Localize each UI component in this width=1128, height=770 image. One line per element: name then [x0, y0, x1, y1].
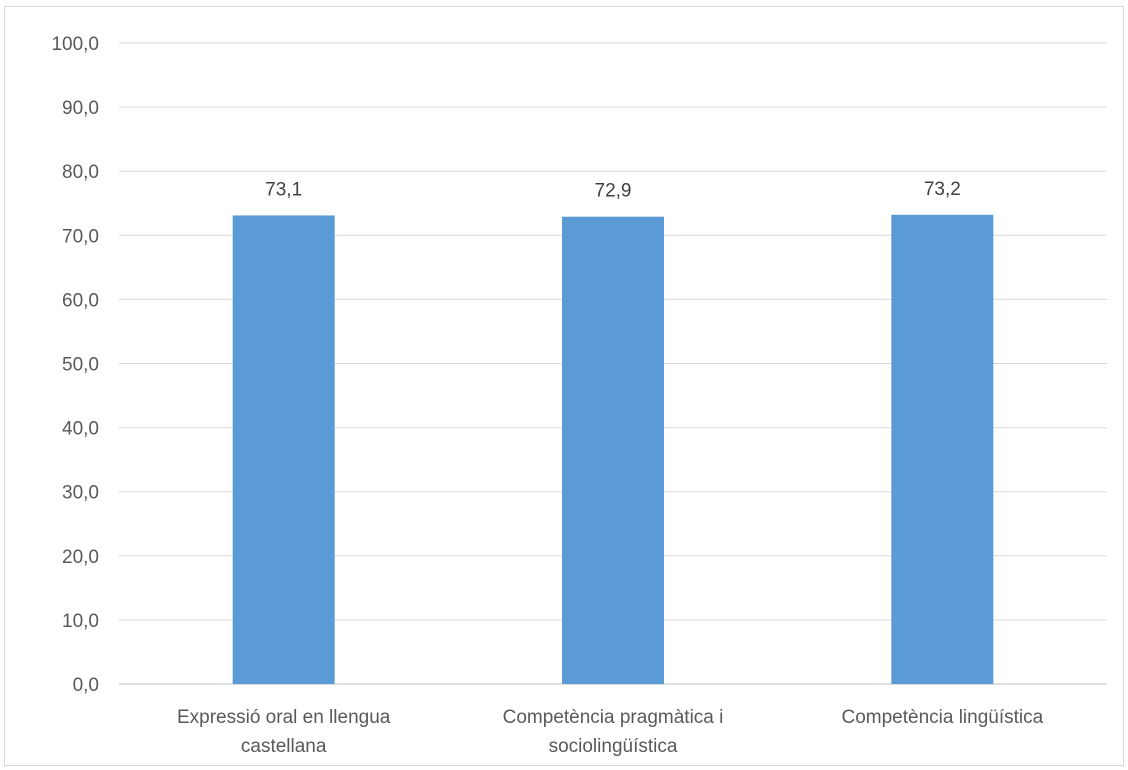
bar-chart: 0,0 10,0 20,0 30,0 40,0 50,0 60,0 70,0 80,0 90,0 1… [51, 34, 1107, 757]
y-tick-label: 70,0 [62, 226, 99, 247]
x-category-label: Competència lingüística [841, 707, 1043, 728]
y-tick-label: 50,0 [62, 355, 99, 376]
y-tick-label: 20,0 [62, 547, 99, 568]
y-tick-label: 80,0 [62, 162, 99, 183]
data-label: 73,2 [924, 179, 961, 200]
chart-frame: 0,0 10,0 20,0 30,0 40,0 50,0 60,0 70,0 80,0 90,0 1… [4, 6, 1124, 766]
y-tick-label: 0,0 [73, 675, 99, 696]
x-category-label: Expressió oral en llengua [177, 707, 391, 728]
data-label: 73,1 [265, 179, 302, 200]
x-category-label: sociolingüística [549, 736, 678, 757]
y-tick-label: 40,0 [62, 419, 99, 440]
bar [562, 216, 664, 684]
y-tick-label: 90,0 [62, 98, 99, 119]
bar [891, 214, 994, 684]
y-tick-label: 30,0 [62, 483, 99, 504]
bar [232, 215, 335, 684]
x-category-label: castellana [241, 736, 327, 757]
y-tick-label: 100,0 [51, 34, 99, 55]
data-label: 72,9 [595, 181, 632, 202]
y-tick-label: 10,0 [62, 611, 99, 632]
x-category-label: Competència pragmàtica i [503, 707, 724, 728]
y-tick-label: 60,0 [62, 290, 99, 311]
